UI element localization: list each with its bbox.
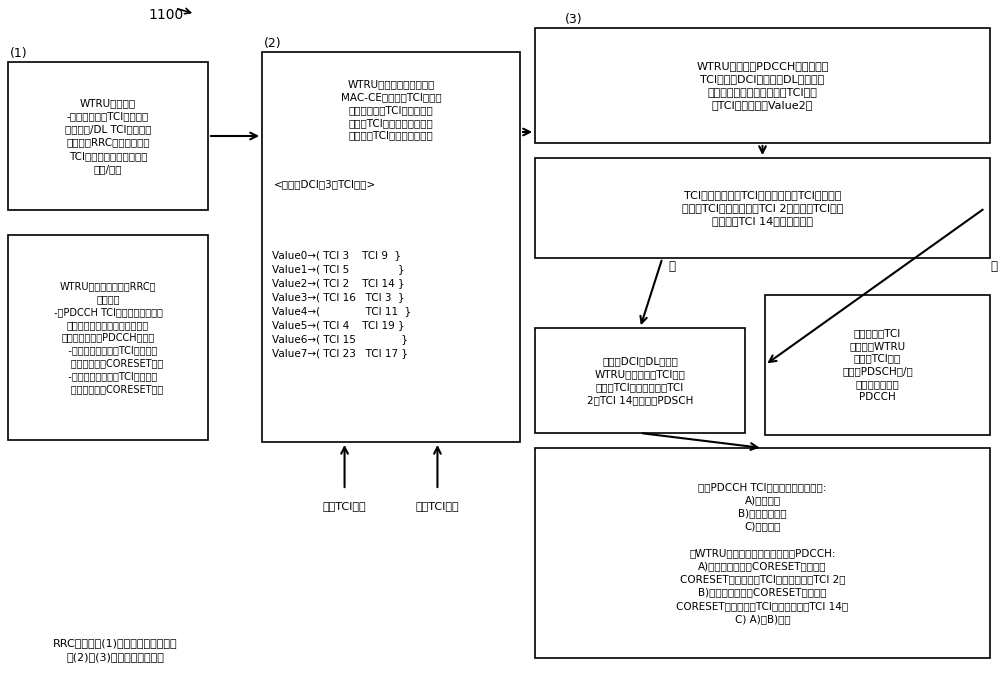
Text: 第二TCI实例: 第二TCI实例 xyxy=(416,501,459,511)
Text: WTRU可接收：
-多个（统一）TCI状态（例
如，联合/DL TCI状态）的
（例如，RRC）配置，每个
TCI状态适用于一个或多个
信道/信号: WTRU可接收： -多个（统一）TCI状态（例 如，联合/DL TCI状态）的 … xyxy=(65,98,151,174)
Bar xyxy=(535,158,990,258)
Text: (2): (2) xyxy=(264,37,282,50)
Text: 1100: 1100 xyxy=(148,8,183,22)
Bar xyxy=(765,295,990,435)
Text: 否: 否 xyxy=(990,259,997,272)
Text: 是: 是 xyxy=(669,259,676,272)
Text: 如果PDCCH TCI状态使用指示要应用:
A)第一关联
B)第二关联，或
C)两种关联

则WTRU分别经由以下来接收第二PDCCH:
A)第一一个或多个CO: 如果PDCCH TCI状态使用指示要应用: A)第一关联 B)第二关联，或 C)… xyxy=(676,482,849,624)
Text: WTRU可接收（例如，经由
MAC-CE）对多个TCI状态中
的一个或两个TCI状态与一个
或多个TCI值（例如，码点）
中的每个TCI值的关联的指示: WTRU可接收（例如，经由 MAC-CE）对多个TCI状态中 的一个或两个TCI… xyxy=(341,79,441,141)
Bar xyxy=(535,28,990,143)
Bar xyxy=(8,62,208,210)
Text: RRC配置例如(1)的一部分，或者例如
在(2)与(3)之间的任何动态项: RRC配置例如(1)的一部分，或者例如 在(2)与(3)之间的任何动态项 xyxy=(53,638,177,662)
Text: TCI值是否与多个TCI状态中的两个TCI状态（包
括第一TCI状态（例如，TCI 2）和第二TCI状态
（例如，TCI 14））相关联？: TCI值是否与多个TCI状态中的两个TCI状态（包 括第一TCI状态（例如，TC… xyxy=(682,190,843,226)
Text: Value0→( TCI 3    TCI 9  }
Value1→( TCI 5               }
Value2→( TCI 2    TCI : Value0→( TCI 3 TCI 9 } Value1→( TCI 5 } … xyxy=(272,250,411,358)
Bar xyxy=(262,52,520,442)
Text: 第一TCI实例: 第一TCI实例 xyxy=(323,501,366,511)
Bar xyxy=(535,448,990,658)
Text: <例如，DCI的3位TCI字段>: <例如，DCI的3位TCI字段> xyxy=(274,179,376,189)
Text: WTRU可接收（例如，RRC或
动态）：
-对PDCCH TCI状态使用的指示，
其指示是否将第一关联、第二关
联或两者应用于PDCCH接收：
   -第一关联: WTRU可接收（例如，RRC或 动态）： -对PDCCH TCI状态使用的指示，… xyxy=(52,281,164,394)
Text: (3): (3) xyxy=(565,14,583,26)
Bar xyxy=(8,235,208,440)
Text: （如果DCI是DL授权）
WTRU可使用第一TCI状态
和第二TCI状态（例如，TCI
2、TCI 14）来接收PDSCH: （如果DCI是DL授权） WTRU可使用第一TCI状态 和第二TCI状态（例如，… xyxy=(587,356,693,405)
Text: 如果是一个TCI
状态，则WTRU
可将该TCI状态
应用于PDSCH和/或
第二（稍后的）
PDCCH: 如果是一个TCI 状态，则WTRU 可将该TCI状态 应用于PDSCH和/或 第… xyxy=(842,328,913,402)
Bar xyxy=(535,328,745,433)
Text: WTRU可在第一PDCCH中接收包括
TCI字段的DCI（例如，DL授权），
其中该字段标识一个或多个TCI值中
的TCI值（例如，Value2）: WTRU可在第一PDCCH中接收包括 TCI字段的DCI（例如，DL授权）， 其… xyxy=(696,60,829,110)
Text: (1): (1) xyxy=(10,48,28,60)
